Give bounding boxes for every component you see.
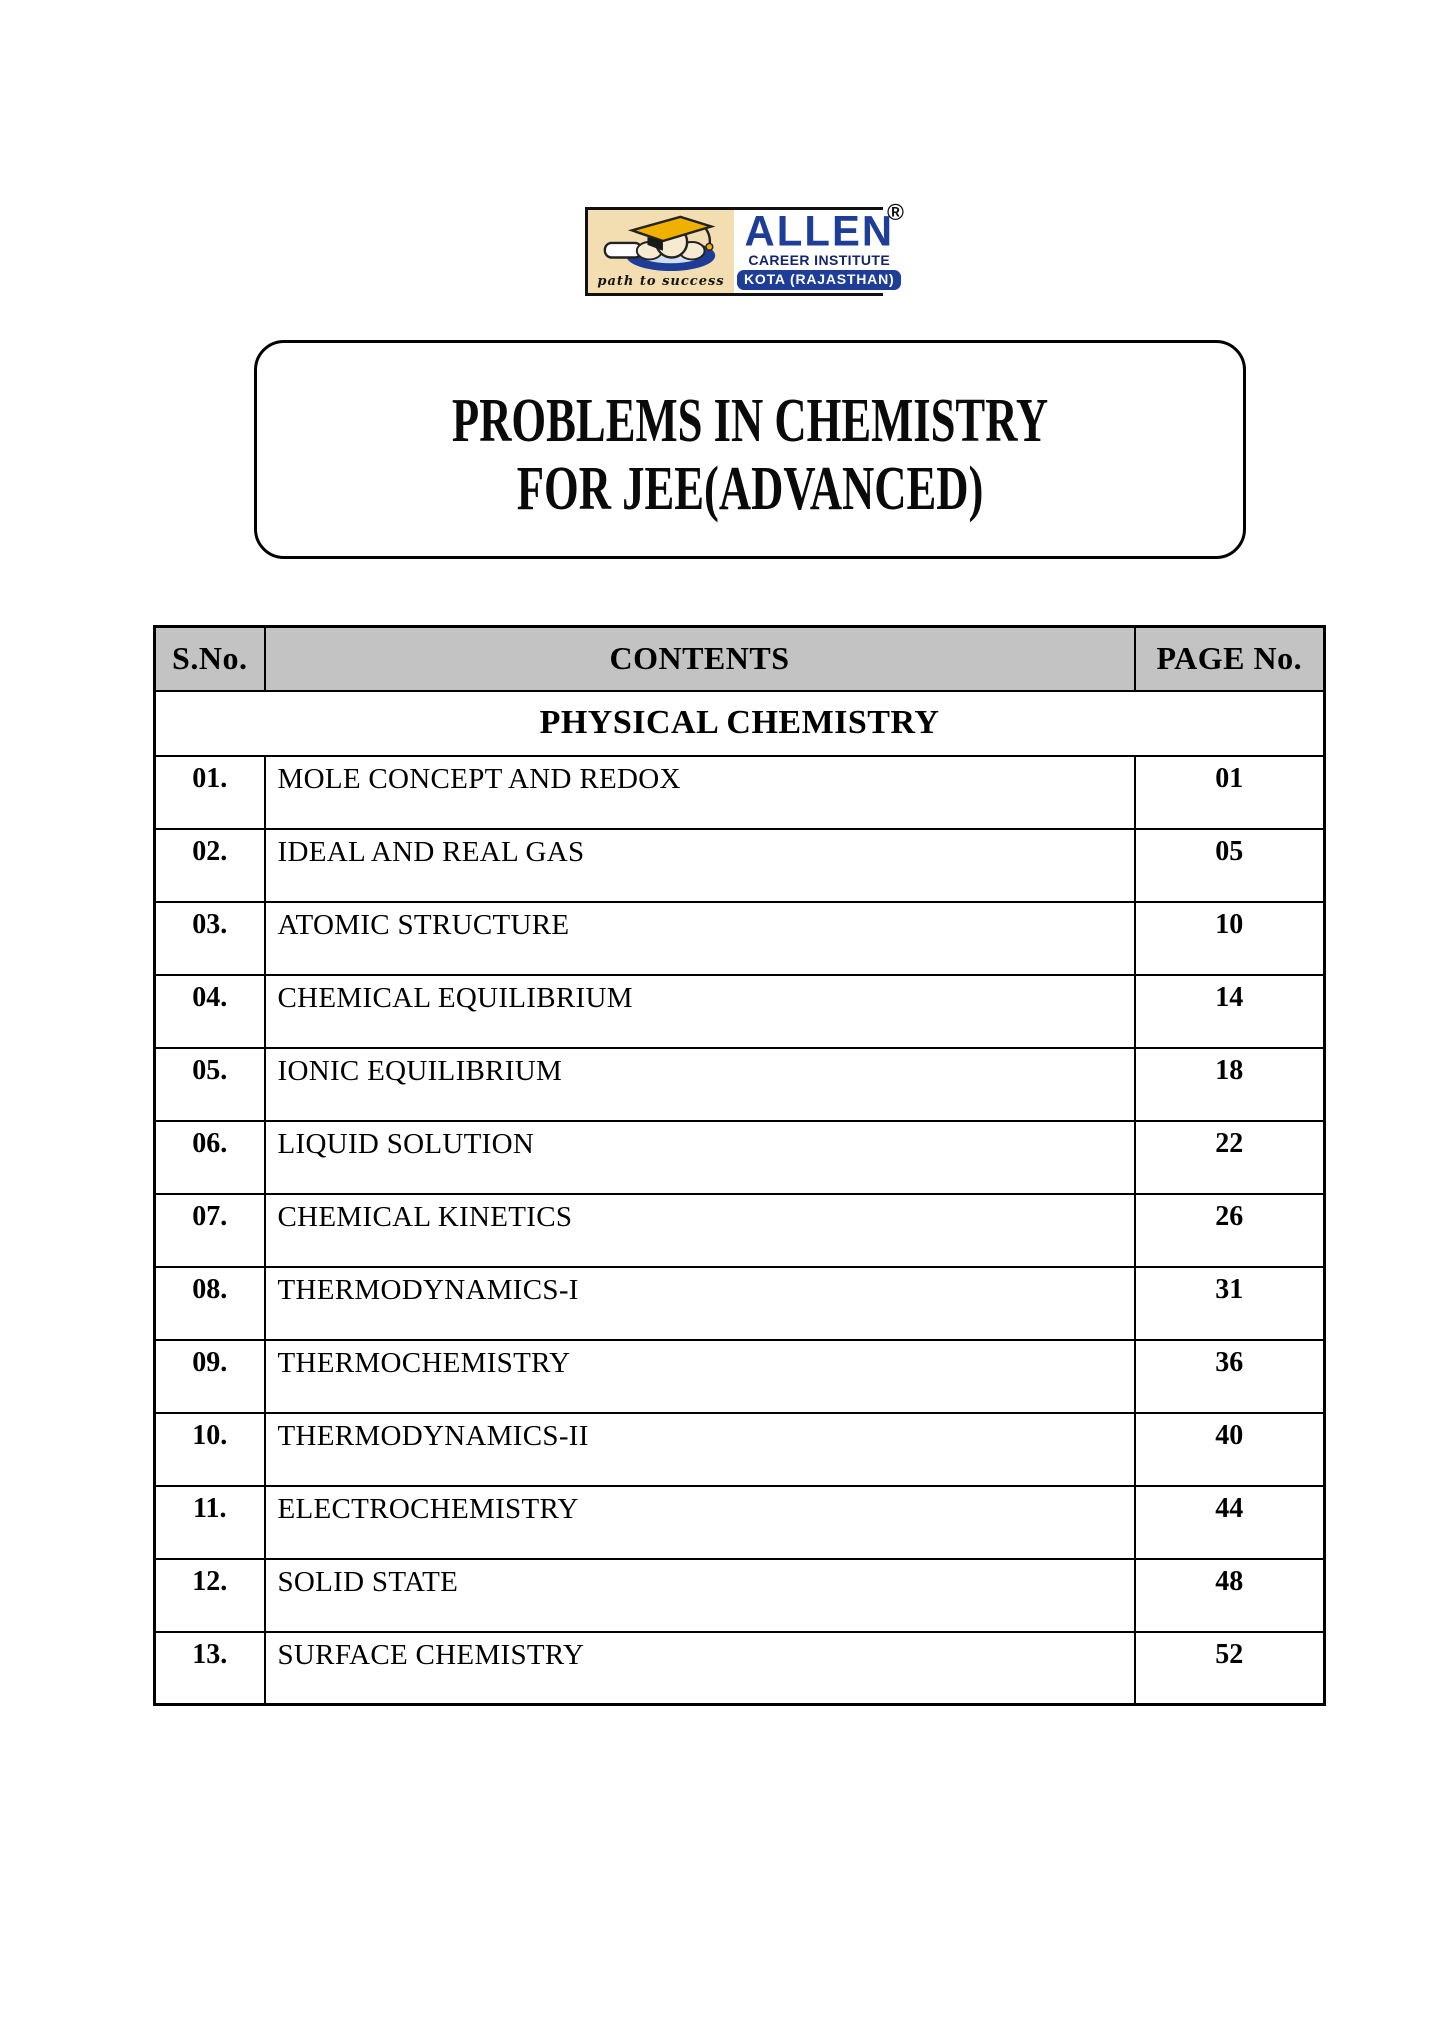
chapter-title: THERMOCHEMISTRY <box>263 1338 1136 1414</box>
page-number: 10 <box>1133 900 1326 976</box>
header-page: PAGE No. <box>1133 625 1326 692</box>
row-number: 10. <box>153 1411 266 1487</box>
logo-brand-text: ALLEN <box>744 206 895 256</box>
table-row: 13. SURFACE CHEMISTRY 52 <box>153 1630 1326 1706</box>
title-box: PROBLEMS IN CHEMISTRY FOR JEE(ADVANCED) <box>254 340 1246 559</box>
row-number: 12. <box>153 1557 266 1633</box>
row-number: 08. <box>153 1265 266 1341</box>
page-number: 01 <box>1133 754 1326 830</box>
row-number: 07. <box>153 1192 266 1268</box>
page-number: 31 <box>1133 1265 1326 1341</box>
table-row: 07. CHEMICAL KINETICS 26 <box>153 1192 1326 1268</box>
table-row: 03. ATOMIC STRUCTURE 10 <box>153 900 1326 976</box>
table-row: 08. THERMODYNAMICS-I 31 <box>153 1265 1326 1341</box>
chapter-title: SURFACE CHEMISTRY <box>263 1630 1136 1706</box>
row-number: 03. <box>153 900 266 976</box>
row-number: 04. <box>153 973 266 1049</box>
page-number: 36 <box>1133 1338 1326 1414</box>
table-row: 09. THERMOCHEMISTRY 36 <box>153 1338 1326 1414</box>
page-number: 48 <box>1133 1557 1326 1633</box>
chapter-title: THERMODYNAMICS-II <box>263 1411 1136 1487</box>
chapter-title: IDEAL AND REAL GAS <box>263 827 1136 903</box>
page-number: 14 <box>1133 973 1326 1049</box>
chapter-title: SOLID STATE <box>263 1557 1136 1633</box>
chapter-title: IONIC EQUILIBRIUM <box>263 1046 1136 1122</box>
chapter-title: CHEMICAL EQUILIBRIUM <box>263 973 1136 1049</box>
row-number: 06. <box>153 1119 266 1195</box>
chapter-title: THERMODYNAMICS-I <box>263 1265 1136 1341</box>
page-number: 18 <box>1133 1046 1326 1122</box>
book-title-line1: PROBLEMS IN CHEMISTRY <box>451 386 1049 455</box>
header-sno: S.No. <box>153 625 266 692</box>
section-row: PHYSICAL CHEMISTRY <box>153 689 1326 757</box>
row-number: 05. <box>153 1046 266 1122</box>
row-number: 11. <box>153 1484 266 1560</box>
chapter-title: ATOMIC STRUCTURE <box>263 900 1136 976</box>
table-row: 01. MOLE CONCEPT AND REDOX 01 <box>153 754 1326 830</box>
page-number: 05 <box>1133 827 1326 903</box>
section-title: PHYSICAL CHEMISTRY <box>153 689 1326 757</box>
logo-institute-text: CAREER INSTITUTE <box>748 252 891 268</box>
table-row: 10. THERMODYNAMICS-II 40 <box>153 1411 1326 1487</box>
table-row: 11. ELECTROCHEMISTRY 44 <box>153 1484 1326 1560</box>
logo-text-panel: ALLEN CAREER INSTITUTE KOTA (RAJASTHAN) <box>734 206 905 293</box>
chapter-title: CHEMICAL KINETICS <box>263 1192 1136 1268</box>
table-row: 04. CHEMICAL EQUILIBRIUM 14 <box>153 973 1326 1049</box>
page-number: 26 <box>1133 1192 1326 1268</box>
graduate-mascot-icon <box>603 215 716 272</box>
page-number: 52 <box>1133 1630 1326 1706</box>
chapter-title: MOLE CONCEPT AND REDOX <box>263 754 1136 830</box>
row-number: 02. <box>153 827 266 903</box>
chapter-title: ELECTROCHEMISTRY <box>263 1484 1136 1560</box>
table-row: 05. IONIC EQUILIBRIUM 18 <box>153 1046 1326 1122</box>
table-row: 06. LIQUID SOLUTION 22 <box>153 1119 1326 1195</box>
page-number: 44 <box>1133 1484 1326 1560</box>
logo-tagline: path to success <box>597 274 725 289</box>
table-row: 02. IDEAL AND REAL GAS 05 <box>153 827 1326 903</box>
logo-mascot-panel: path to success <box>588 210 734 293</box>
header-contents: CONTENTS <box>263 625 1136 692</box>
row-number: 13. <box>153 1630 266 1706</box>
row-number: 01. <box>153 754 266 830</box>
table-row: 12. SOLID STATE 48 <box>153 1557 1326 1633</box>
row-number: 09. <box>153 1338 266 1414</box>
contents-table: S.No. CONTENTS PAGE No. PHYSICAL CHEMIST… <box>153 625 1326 1706</box>
registered-trademark-icon: ® <box>887 199 904 225</box>
logo-location-badge: KOTA (RAJASTHAN) <box>737 270 902 290</box>
allen-logo: ® path to success ALLEN CAREER INSTITUTE… <box>585 199 905 296</box>
page-number: 40 <box>1133 1411 1326 1487</box>
chapter-title: LIQUID SOLUTION <box>263 1119 1136 1195</box>
book-title-line2: FOR JEE(ADVANCED) <box>516 454 984 523</box>
page-number: 22 <box>1133 1119 1326 1195</box>
table-header-row: S.No. CONTENTS PAGE No. <box>153 625 1326 692</box>
